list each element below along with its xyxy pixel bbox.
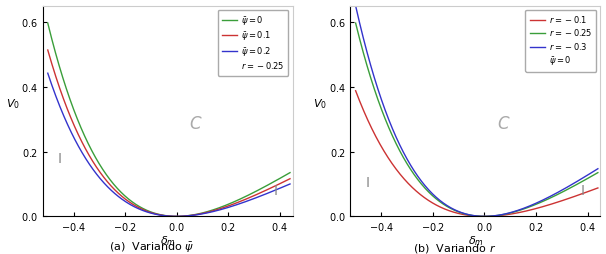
X-axis label: $\delta_m$: $\delta_m$ [160, 235, 176, 248]
Text: I: I [273, 184, 278, 198]
Legend: $\bar{\psi} = 0$, $\bar{\psi} = 0.1$, $\bar{\psi} = 0.2$, $r = -0.25$: $\bar{\psi} = 0$, $\bar{\psi} = 0.1$, $\… [218, 10, 288, 75]
Y-axis label: $V_0$: $V_0$ [5, 97, 19, 111]
Text: I: I [581, 184, 585, 198]
Text: I: I [366, 176, 370, 190]
Text: C: C [498, 115, 509, 133]
Y-axis label: $V_0$: $V_0$ [313, 97, 327, 111]
Text: C: C [190, 115, 201, 133]
Text: I: I [58, 152, 62, 166]
Legend: $r = -0.1$, $r = -0.25$, $r = -0.3$, $\bar{\psi} = 0$: $r = -0.1$, $r = -0.25$, $r = -0.3$, $\b… [525, 10, 596, 72]
Text: (b)  Variando $r$: (b) Variando $r$ [413, 242, 496, 254]
Text: (a)  Variando $\bar{\psi}$: (a) Variando $\bar{\psi}$ [108, 241, 195, 254]
X-axis label: $\delta_m$: $\delta_m$ [468, 235, 484, 248]
